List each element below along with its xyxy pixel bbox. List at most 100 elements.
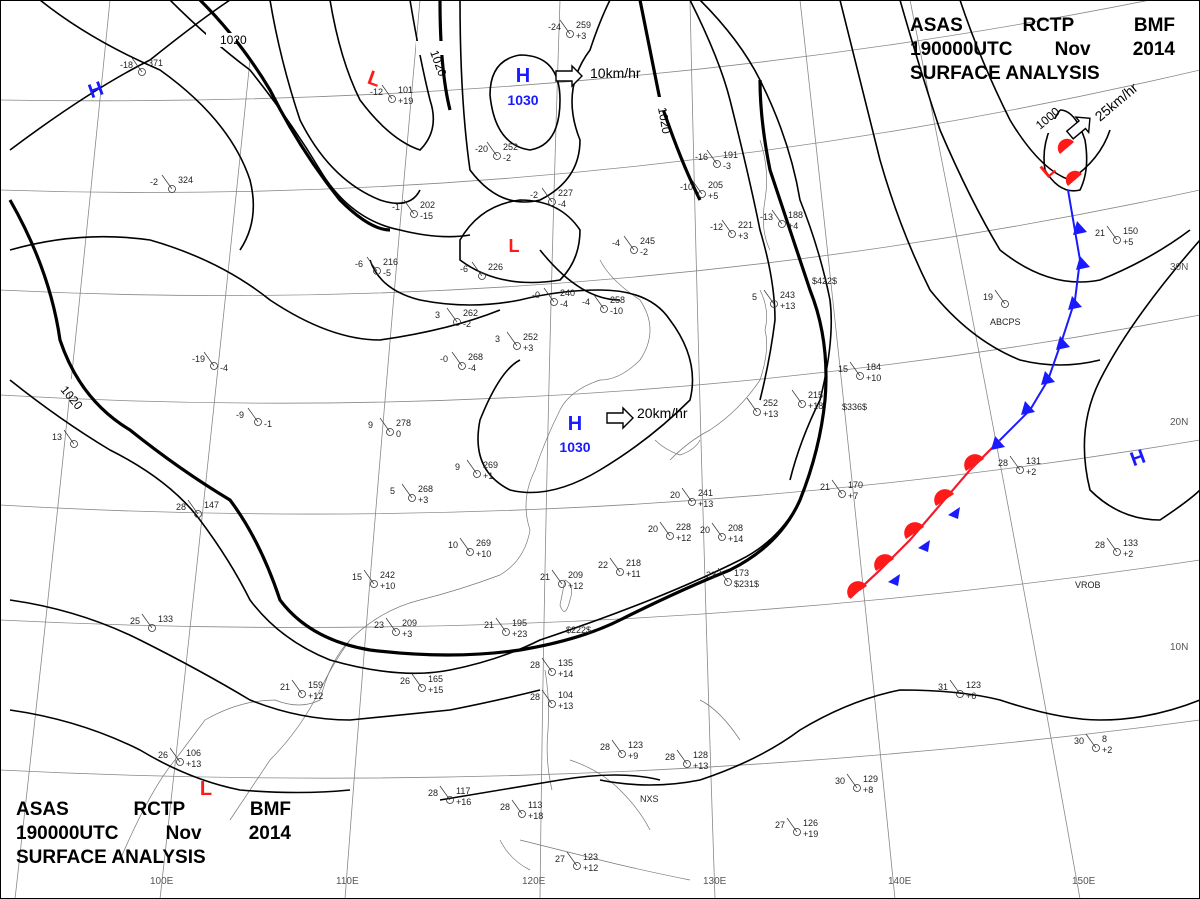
isobar <box>959 0 1111 181</box>
station-temp: -10 <box>680 182 693 192</box>
station-temp: 15 <box>838 364 848 374</box>
station-plot: 30 129+8 <box>835 773 878 795</box>
station-temp: 3 <box>495 334 500 344</box>
station-pressure: 226 <box>488 262 503 272</box>
station-pressure: 188 <box>788 210 803 220</box>
header-station: BMF <box>1133 15 1175 36</box>
station-plot: 28 128+13 <box>665 749 708 771</box>
station-circle <box>718 533 726 541</box>
station-temp: 21 <box>280 682 290 692</box>
station-temp: 28 <box>998 458 1008 468</box>
station-tendency: -5 <box>383 268 391 278</box>
station-tendency: +3 <box>523 343 533 353</box>
station-circle <box>856 372 864 380</box>
high-pressure-center: H 1030 10km/hr <box>507 64 641 108</box>
wind-barb <box>771 209 783 225</box>
longitude-label: 130E <box>703 876 727 887</box>
wind-barb <box>385 617 397 633</box>
station-plot: 21 150+5 <box>1095 225 1138 247</box>
station-temp: 28 <box>530 692 540 702</box>
station-code: ABCPS <box>990 317 1021 327</box>
station-tendency: +9 <box>628 751 638 761</box>
station-temp: -24 <box>548 22 561 32</box>
station-tendency: +12 <box>568 581 583 591</box>
low-pressure-center: L <box>509 236 520 256</box>
header-office: RCTP <box>1022 15 1075 36</box>
wind-barb <box>403 199 415 215</box>
station-plot: 10 269+10 <box>448 537 491 559</box>
station-tendency: +5 <box>708 191 718 201</box>
station-pressure: 173 <box>734 568 749 578</box>
longitude-line <box>799 0 896 899</box>
station-circle <box>386 428 394 436</box>
wind-barb <box>511 799 523 815</box>
longitude-line <box>909 0 1081 899</box>
station-pressure: 150 <box>1123 226 1138 236</box>
station-plot: 23 173$231$ <box>706 567 759 589</box>
warm-front-semicircle <box>847 581 867 598</box>
station-plot: 27 126+19 <box>775 817 818 839</box>
warm-front-semicircle <box>1065 170 1082 186</box>
station-tendency: +7 <box>848 491 858 501</box>
high-pressure-center: H <box>85 78 106 104</box>
station-circle <box>838 490 846 498</box>
station-tendency: -1 <box>264 419 272 429</box>
wind-barb <box>401 483 413 499</box>
station-plot: -16 191-3 <box>695 149 738 171</box>
wind-barb <box>681 487 693 503</box>
high-marker: H <box>568 413 582 435</box>
station-circle <box>1092 744 1100 752</box>
station-temp: 22 <box>598 560 608 570</box>
isobar <box>9 599 541 721</box>
motion-arrow <box>606 406 634 430</box>
station-pressure: 113 <box>528 800 542 810</box>
station-circle <box>713 160 721 168</box>
axis-labels: 100E 110E 120E 130E 140E 150E 10N 20N 30N <box>150 262 1188 887</box>
center-pressure-value: 1030 <box>559 439 590 455</box>
latitude-line <box>0 189 1200 296</box>
station-temp: 28 <box>530 660 540 670</box>
isobar <box>9 235 501 341</box>
station-plot: 21 195+23 <box>484 617 527 639</box>
station-circle <box>168 185 176 193</box>
wind-barb <box>1106 225 1118 241</box>
header-bottom: ASAS RCTP BMF 190000UTC Nov 2014 SURFACE… <box>16 798 291 870</box>
station-pressure: 106 <box>186 748 201 758</box>
wind-barb <box>846 773 858 789</box>
station-tendency: +11 <box>626 569 641 579</box>
station-circle <box>666 532 674 540</box>
station-plot: 252+13 <box>746 397 778 419</box>
station-plot: 30 8+2 <box>1074 733 1112 755</box>
station-tendency: +18 <box>808 401 823 411</box>
station-circle <box>446 796 454 804</box>
station-temp: 20 <box>700 525 710 535</box>
station-circle <box>194 510 202 518</box>
station-pressure: 123 <box>628 740 643 750</box>
station-plot: -12 101+19 <box>370 84 413 106</box>
station-plot: -10 205+5 <box>680 179 723 201</box>
latitude-line <box>0 439 1200 515</box>
high-marker: H <box>516 65 530 87</box>
station-pressure: 147 <box>204 500 219 510</box>
station-tendency: +13 <box>763 409 778 419</box>
station-pressure: 165 <box>428 674 443 684</box>
station-circle <box>630 246 638 254</box>
station-pressure: 195 <box>512 618 527 628</box>
station-circle <box>148 624 156 632</box>
station-tendency: +3 <box>418 495 428 505</box>
warm-front-semicircle <box>874 554 894 571</box>
wind-barb <box>203 351 215 367</box>
low-marker: L <box>200 778 212 800</box>
station-tendency: -2 <box>463 319 471 329</box>
station-code: $336$ <box>842 402 867 412</box>
station-circle <box>458 362 466 370</box>
station-temp: 28 <box>500 802 510 812</box>
station-tendency: +4 <box>788 221 798 231</box>
high-marker: H <box>1127 446 1148 472</box>
station-pressure: 209 <box>568 570 583 580</box>
station-temp: -2 <box>150 177 158 187</box>
isobar-label-bg <box>416 41 446 55</box>
station-plot: 23 209+3 <box>374 617 417 639</box>
